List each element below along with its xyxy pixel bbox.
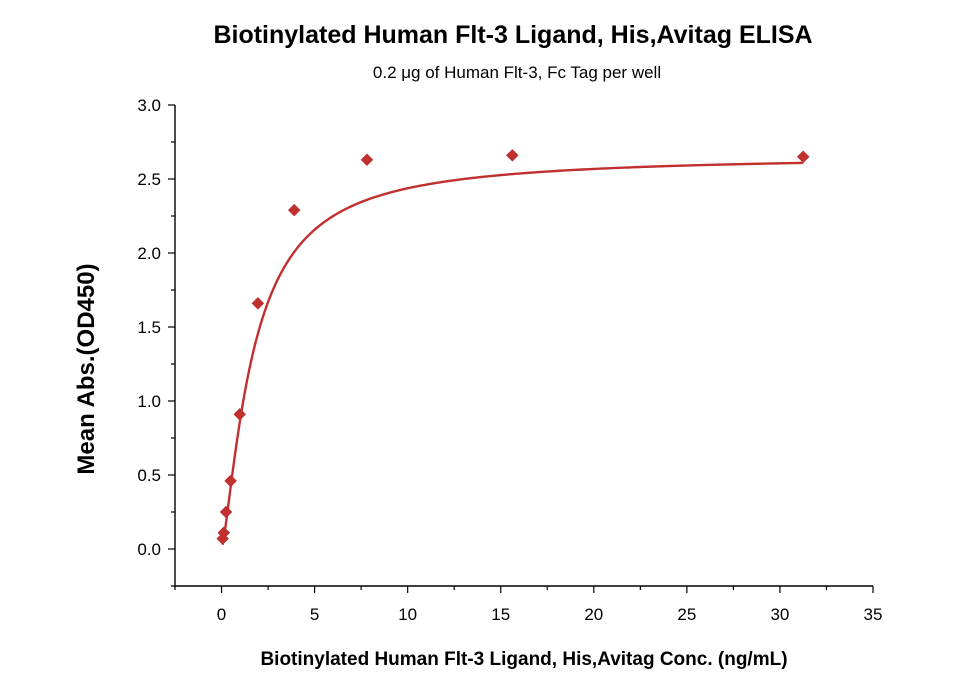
- x-tick-label: 20: [584, 605, 603, 624]
- y-axis-ticks: 0.0 0.5 1.0 1.5 2.0 2.5 3.0: [137, 96, 175, 587]
- x-tick-label: 15: [491, 605, 510, 624]
- data-point: [287, 203, 301, 217]
- y-tick-label: 2.0: [137, 244, 161, 263]
- y-tick-label: 1.5: [137, 318, 161, 337]
- data-point: [233, 407, 247, 421]
- fit-curve: [221, 161, 804, 546]
- x-axis-ticks: 0 5 10 15 20 25 30 35: [174, 586, 883, 624]
- fit-curve-group: [221, 161, 804, 546]
- x-tick-label: 30: [770, 605, 789, 624]
- y-tick-label: 1.0: [137, 392, 161, 411]
- y-axis-label: Mean Abs.(OD450): [73, 263, 100, 474]
- y-tick-label: 0.0: [137, 540, 161, 559]
- y-tick-label: 2.5: [137, 170, 161, 189]
- x-tick-label: 25: [677, 605, 696, 624]
- x-axis-label: Biotinylated Human Flt-3 Ligand, His,Avi…: [260, 649, 787, 670]
- data-point: [217, 526, 231, 540]
- data-point: [360, 153, 374, 167]
- axes: [174, 105, 873, 587]
- x-tick-label: 0: [217, 605, 226, 624]
- data-points: [216, 148, 810, 545]
- y-tick-label: 3.0: [137, 96, 161, 115]
- data-point: [219, 505, 233, 519]
- data-point: [796, 150, 810, 164]
- data-point: [224, 474, 237, 488]
- data-point: [506, 148, 519, 162]
- x-tick-label: 10: [398, 605, 417, 624]
- chart-title: Biotinylated Human Flt-3 Ligand, His,Avi…: [213, 21, 812, 49]
- data-point: [251, 296, 265, 310]
- x-tick-label: 5: [310, 605, 319, 624]
- y-tick-label: 0.5: [137, 466, 161, 485]
- chart-subtitle: 0.2 μg of Human Flt-3, Fc Tag per well: [373, 63, 661, 82]
- x-tick-label: 35: [864, 605, 883, 624]
